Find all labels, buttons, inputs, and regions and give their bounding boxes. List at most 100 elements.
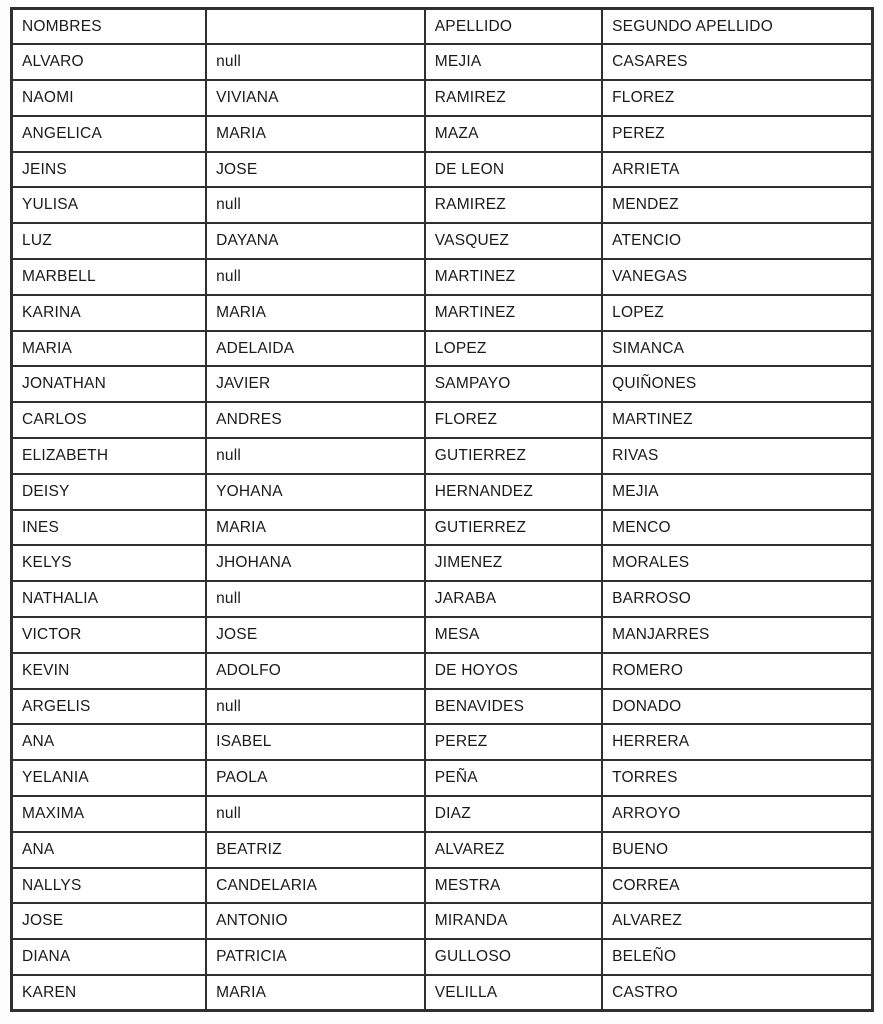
table-cell: FLOREZ	[601, 79, 874, 117]
table-cell: MENDEZ	[601, 186, 874, 225]
table-cell: ANA	[10, 723, 208, 762]
table-cell: MARIA	[205, 114, 426, 153]
table-cell: HERNANDEZ	[423, 472, 604, 511]
table-cell: VIVIANA	[205, 79, 426, 117]
table-row: JEINS JOSE DE LEON ARRIETA	[10, 150, 874, 189]
table-cell: GULLOSO	[423, 938, 604, 977]
table-cell: MARTINEZ	[423, 293, 604, 332]
table-cell: VANEGAS	[601, 258, 874, 296]
table-cell: INES	[10, 508, 208, 547]
table-cell: DE HOYOS	[423, 651, 604, 690]
table-cell: LUZ	[10, 222, 208, 261]
table-row: INES MARIA GUTIERREZ MENCO	[10, 508, 874, 547]
table-cell: ALVAREZ	[601, 902, 874, 941]
table-cell: KARINA	[10, 293, 208, 332]
table-cell: CORREA	[601, 866, 874, 905]
table-cell: MARIA	[205, 974, 426, 1012]
table-cell: ARGELIS	[10, 687, 208, 726]
table-cell: LOPEZ	[423, 329, 604, 368]
table-row: ANA BEATRIZ ALVAREZ BUENO	[10, 830, 874, 869]
table-row: KAREN MARIA VELILLA CASTRO	[10, 974, 874, 1012]
table-row: MARIA ADELAIDA LOPEZ SIMANCA	[10, 329, 874, 368]
table-cell: TORRES	[601, 759, 874, 798]
table-row: NALLYS CANDELARIA MESTRA CORREA	[10, 866, 874, 905]
table-cell: BARROSO	[601, 580, 874, 619]
table-cell: null	[205, 687, 426, 726]
table-cell: LOPEZ	[601, 293, 874, 332]
table-cell: MORALES	[601, 544, 874, 583]
table-cell: GUTIERREZ	[423, 508, 604, 547]
table-cell: ARRIETA	[601, 150, 874, 189]
table-cell: ADOLFO	[205, 651, 426, 690]
table-cell: ADELAIDA	[205, 329, 426, 368]
table-row: ELIZABETH null GUTIERREZ RIVAS	[10, 437, 874, 475]
column-header: SEGUNDO APELLIDO	[601, 7, 874, 46]
table-cell: PEÑA	[423, 759, 604, 798]
table-cell: ELIZABETH	[10, 437, 208, 475]
table-cell: BUENO	[601, 830, 874, 869]
table-cell: SAMPAYO	[423, 365, 604, 404]
table-cell: DIAZ	[423, 795, 604, 833]
table-row: LUZ DAYANA VASQUEZ ATENCIO	[10, 222, 874, 261]
table-cell: PEREZ	[423, 723, 604, 762]
table-cell: DIANA	[10, 938, 208, 977]
table-cell: ISABEL	[205, 723, 426, 762]
table-cell: MESA	[423, 616, 604, 654]
table-row: ANA ISABEL PEREZ HERRERA	[10, 723, 874, 762]
table-cell: MARTINEZ	[423, 258, 604, 296]
table-cell: JHOHANA	[205, 544, 426, 583]
table-row: ARGELIS null BENAVIDES DONADO	[10, 687, 874, 726]
table-cell: ALVARO	[10, 43, 208, 82]
table-row: DIANA PATRICIA GULLOSO BELEÑO	[10, 938, 874, 977]
table-cell: ALVAREZ	[423, 830, 604, 869]
table-cell: MARTINEZ	[601, 401, 874, 440]
table-cell: CASTRO	[601, 974, 874, 1012]
table-cell: MARBELL	[10, 258, 208, 296]
table-cell: CANDELARIA	[205, 866, 426, 905]
table-row: ANGELICA MARIA MAZA PEREZ	[10, 114, 874, 153]
table-cell: PATRICIA	[205, 938, 426, 977]
table-cell: VICTOR	[10, 616, 208, 654]
table-cell: ANTONIO	[205, 902, 426, 941]
table-cell: BELEÑO	[601, 938, 874, 977]
table-cell: ANGELICA	[10, 114, 208, 153]
table-cell: null	[205, 186, 426, 225]
table-cell: MAXIMA	[10, 795, 208, 833]
table-cell: MEJIA	[601, 472, 874, 511]
table-cell: CASARES	[601, 43, 874, 82]
table-cell: null	[205, 43, 426, 82]
table-row: VICTOR JOSE MESA MANJARRES	[10, 616, 874, 654]
table-cell: HERRERA	[601, 723, 874, 762]
table-cell: DEISY	[10, 472, 208, 511]
table-cell: RIVAS	[601, 437, 874, 475]
table-cell: JOSE	[205, 150, 426, 189]
table-cell: DAYANA	[205, 222, 426, 261]
table-header: NOMBRES APELLIDO SEGUNDO APELLIDO	[10, 7, 874, 46]
table-cell: FLOREZ	[423, 401, 604, 440]
table-row: ALVARO null MEJIA CASARES	[10, 43, 874, 82]
table-cell: CARLOS	[10, 401, 208, 440]
table-cell: MENCO	[601, 508, 874, 547]
table-cell: DE LEON	[423, 150, 604, 189]
table-cell: RAMIREZ	[423, 186, 604, 225]
table-cell: ATENCIO	[601, 222, 874, 261]
table-cell: PAOLA	[205, 759, 426, 798]
column-header: NOMBRES	[10, 7, 208, 46]
table-row: YULISA null RAMIREZ MENDEZ	[10, 186, 874, 225]
table-cell: KEVIN	[10, 651, 208, 690]
table-row: CARLOS ANDRES FLOREZ MARTINEZ	[10, 401, 874, 440]
table-cell: MANJARRES	[601, 616, 874, 654]
column-header: APELLIDO	[423, 7, 604, 46]
table-cell: VASQUEZ	[423, 222, 604, 261]
table-cell: RAMIREZ	[423, 79, 604, 117]
table-row: NATHALIA null JARABA BARROSO	[10, 580, 874, 619]
table-cell: null	[205, 795, 426, 833]
table-cell: JAVIER	[205, 365, 426, 404]
table-row: JONATHAN JAVIER SAMPAYO QUIÑONES	[10, 365, 874, 404]
names-table: NOMBRES APELLIDO SEGUNDO APELLIDO ALVARO nu…	[10, 7, 874, 1013]
table-row: NAOMI VIVIANA RAMIREZ FLOREZ	[10, 79, 874, 117]
table-cell: QUIÑONES	[601, 365, 874, 404]
table-row: KARINA MARIA MARTINEZ LOPEZ	[10, 293, 874, 332]
table-cell: NATHALIA	[10, 580, 208, 619]
